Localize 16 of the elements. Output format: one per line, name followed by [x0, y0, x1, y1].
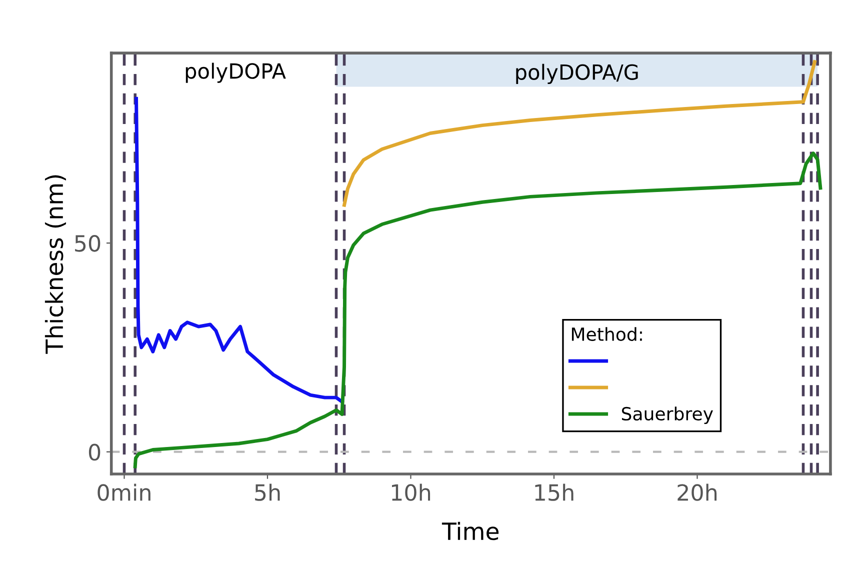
y-tick-label: 50	[75, 235, 100, 252]
x-tick-label: 5h	[255, 484, 280, 501]
line-series	[133, 152, 822, 468]
y-axis-title: Thickness (nm)	[44, 175, 66, 354]
line-series	[342, 60, 816, 207]
annotation: polyDOPA	[186, 62, 286, 83]
x-tick-label: 10h	[392, 484, 430, 501]
line-series	[134, 96, 344, 404]
legend-label: Sauerbrey	[622, 406, 713, 424]
y-tick-label: 0	[88, 444, 100, 461]
legend-title: Method:	[572, 327, 642, 342]
x-axis-title: Time	[442, 522, 499, 540]
x-tick-label: 20h	[678, 484, 717, 501]
x-tick-label: 0min	[98, 484, 150, 501]
x-tick-label: 15h	[535, 484, 574, 501]
band-label: polyDOPA/G	[516, 64, 638, 84]
